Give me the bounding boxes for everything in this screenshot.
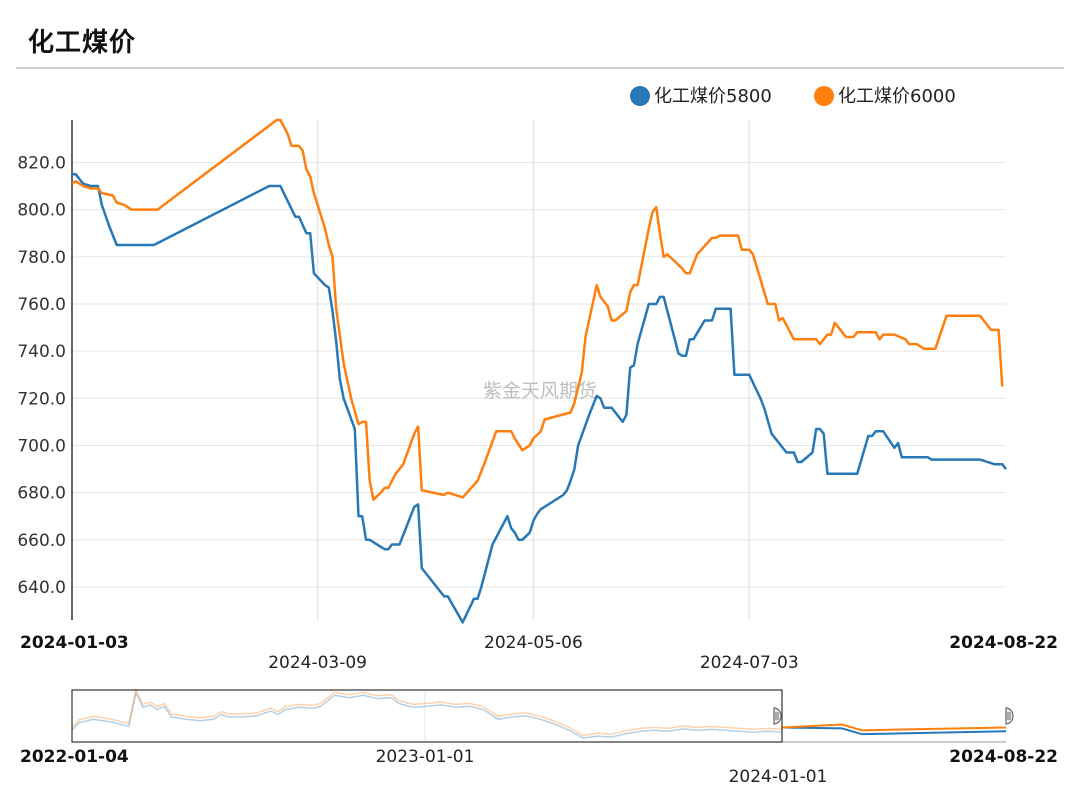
navigator-series-line	[781, 726, 1007, 736]
navigator-history-line	[71, 690, 783, 739]
page-title: 化工煤价	[28, 28, 137, 58]
y-tick-label: 780.0	[17, 248, 66, 268]
x-tick-label: 2024-05-06	[484, 633, 583, 653]
x-tick-label: 2024-03-09	[268, 653, 367, 673]
navigator-handle[interactable]	[773, 707, 782, 725]
title-divider	[16, 67, 1064, 69]
navigator-history-line	[71, 687, 783, 737]
navigator-end-label: 2024-08-22	[949, 747, 1058, 767]
navigator-tick-label: 2023-01-01	[376, 747, 475, 767]
legend-item[interactable]: 化工煤价5800	[630, 86, 772, 107]
y-tick-label: 820.0	[17, 153, 66, 173]
legend-marker-icon	[630, 86, 650, 106]
series-line-5800[interactable]	[72, 172, 1007, 624]
y-tick-label: 680.0	[17, 484, 66, 504]
legend-label: 化工煤价5800	[654, 86, 772, 107]
x-tick-label: 2024-01-03	[20, 633, 129, 653]
y-tick-label: 700.0	[17, 436, 66, 456]
legend-item[interactable]: 化工煤价6000	[814, 86, 956, 107]
legend-marker-icon	[814, 86, 834, 106]
x-tick-label: 2024-07-03	[700, 653, 799, 673]
legend[interactable]: 化工煤价5800 化工煤价6000	[630, 86, 956, 107]
watermark-text: 紫金天风期货	[483, 380, 597, 402]
y-tick-label: 660.0	[17, 531, 66, 551]
y-tick-label: 720.0	[17, 389, 66, 409]
y-tick-label: 740.0	[17, 342, 66, 362]
navigator-series-line	[781, 723, 1007, 732]
legend-label: 化工煤价6000	[838, 86, 956, 107]
grid	[71, 120, 1006, 620]
y-axis: 640.0 660.0 680.0 700.0 720.0 740.0 760.0 780.0…	[17, 153, 66, 598]
navigator-handle[interactable]	[1005, 707, 1014, 725]
series-line-6000[interactable]	[71, 118, 1004, 501]
series-lines	[71, 118, 1007, 624]
range-navigator[interactable]: 2022-01-04 2023-01-01 2024-01-01 2024-08-22	[20, 687, 1058, 787]
x-axis: 2024-01-03 2024-03-09 2024-05-06 2024-07-03…	[20, 633, 1058, 673]
y-tick-label: 800.0	[17, 201, 66, 221]
navigator-start-label: 2022-01-04	[20, 747, 129, 767]
navigator-mask[interactable]	[71, 689, 783, 743]
y-tick-label: 640.0	[17, 578, 66, 598]
x-tick-label: 2024-08-22	[949, 633, 1058, 653]
y-tick-label: 760.0	[17, 295, 66, 315]
navigator-tick-label: 2024-01-01	[729, 767, 828, 787]
